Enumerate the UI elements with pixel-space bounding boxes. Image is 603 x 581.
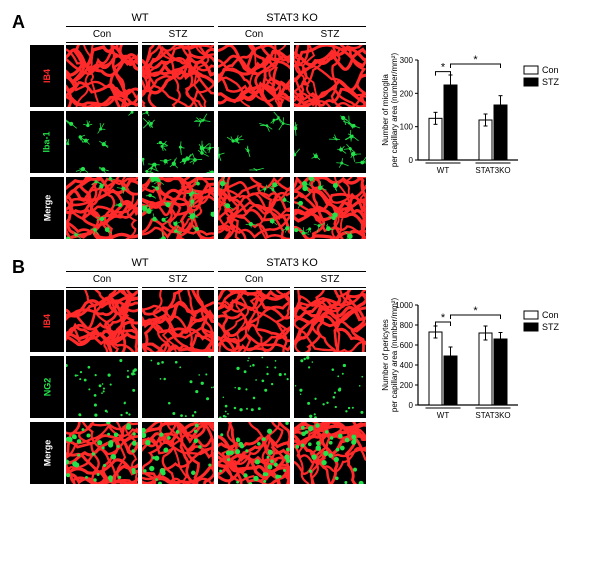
col-a-2: Con (218, 29, 290, 40)
microglia-bar-chart: 0 100 200 300 Number of microgliaper capilla… (380, 52, 570, 182)
micrograph-tile (66, 177, 138, 239)
micrograph-tile (294, 177, 366, 239)
svg-text:Con: Con (542, 310, 559, 320)
svg-text:Number of microglia: Number of microglia (381, 74, 390, 146)
svg-text:*: * (473, 54, 478, 66)
micrograph-tile (218, 111, 290, 173)
panel-letter-a: A (12, 12, 25, 33)
svg-text:WT: WT (437, 166, 450, 175)
pericyte-bar-chart: 02004006008001000Number of pericytesper … (380, 297, 570, 427)
micrograph-tile (142, 177, 214, 239)
micrograph-tile (142, 111, 214, 173)
svg-text:800: 800 (400, 321, 414, 330)
svg-text:STAT3KO: STAT3KO (475, 411, 510, 420)
svg-text:per capillary area (number/mm²: per capillary area (number/mm²) (390, 53, 399, 168)
row-label-ib4-b: IB4 (30, 290, 64, 352)
micrograph-tile (294, 356, 366, 418)
micrograph-tile (218, 45, 290, 107)
svg-text:200: 200 (400, 381, 414, 390)
micrograph-tile (218, 356, 290, 418)
svg-text:Con: Con (542, 65, 559, 75)
svg-text:*: * (441, 312, 446, 324)
group-label-wt-b: WT (66, 257, 214, 269)
image-grid-a (66, 45, 366, 239)
panel-b-body: WT STAT3 KO Con STZ Con STZ IB4 NG2 Merg… (12, 257, 591, 484)
col-a-0: Con (66, 29, 138, 40)
micrograph-tile (66, 422, 138, 484)
svg-text:*: * (473, 305, 478, 317)
row-label-ib4-a: IB4 (30, 45, 64, 107)
micrograph-tile (294, 45, 366, 107)
image-grid-b (66, 290, 366, 484)
micrograph-tile (294, 290, 366, 352)
micrograph-tile (66, 290, 138, 352)
row-label-merge-a: Merge (30, 177, 64, 239)
micrograph-tile (294, 422, 366, 484)
svg-text:STZ: STZ (542, 77, 560, 87)
micrograph-tile (218, 290, 290, 352)
micrograph-tile (142, 45, 214, 107)
svg-text:Number of pericytes: Number of pericytes (381, 319, 390, 391)
micrograph-tile (66, 356, 138, 418)
row-label-merge-b: Merge (30, 422, 64, 484)
svg-text:0: 0 (409, 401, 414, 410)
col-a-3: STZ (294, 29, 366, 40)
col-b-1: STZ (142, 274, 214, 285)
micrograph-tile (142, 290, 214, 352)
micrograph-tile (66, 111, 138, 173)
chart-b-wrap: 02004006008001000Number of pericytesper … (380, 297, 570, 427)
micrograph-tile (294, 111, 366, 173)
panel-a-images: WT STAT3 KO Con STZ Con STZ IB4 Iba-1 Me… (30, 12, 366, 239)
micrograph-tile (218, 422, 290, 484)
row-label-iba1-a: Iba-1 (30, 111, 64, 173)
group-label-wt-a: WT (66, 12, 214, 24)
group-label-ko-b: STAT3 KO (218, 257, 366, 269)
svg-text:200: 200 (400, 89, 414, 98)
micrograph-tile (142, 356, 214, 418)
col-b-2: Con (218, 274, 290, 285)
panel-a-body: WT STAT3 KO Con STZ Con STZ IB4 Iba-1 Me… (12, 12, 591, 239)
row-label-ng2-b: NG2 (30, 356, 64, 418)
micrograph-tile (66, 45, 138, 107)
svg-text:100: 100 (400, 123, 414, 132)
micrograph-tile (218, 177, 290, 239)
col-b-3: STZ (294, 274, 366, 285)
panel-a: A WT STAT3 KO Con STZ Con STZ IB4 Iba-1 … (12, 12, 591, 239)
panel-b: B WT STAT3 KO Con STZ Con STZ IB4 NG2 Me… (12, 257, 591, 484)
panel-b-images: WT STAT3 KO Con STZ Con STZ IB4 NG2 Merg… (30, 257, 366, 484)
svg-text:per capillary area (number/mm²: per capillary area (number/mm²) (390, 298, 399, 413)
svg-text:600: 600 (400, 341, 414, 350)
svg-text:300: 300 (400, 56, 414, 65)
micrograph-tile (142, 422, 214, 484)
chart-a-wrap: 0 100 200 300 Number of microgliaper capilla… (380, 52, 570, 182)
svg-text:0: 0 (409, 156, 414, 165)
panel-letter-b: B (12, 257, 25, 278)
svg-text:STAT3KO: STAT3KO (475, 166, 510, 175)
col-b-0: Con (66, 274, 138, 285)
svg-text:400: 400 (400, 361, 414, 370)
col-a-1: STZ (142, 29, 214, 40)
svg-text:STZ: STZ (542, 322, 560, 332)
svg-text:WT: WT (437, 411, 450, 420)
group-label-ko-a: STAT3 KO (218, 12, 366, 24)
svg-text:*: * (441, 62, 446, 74)
